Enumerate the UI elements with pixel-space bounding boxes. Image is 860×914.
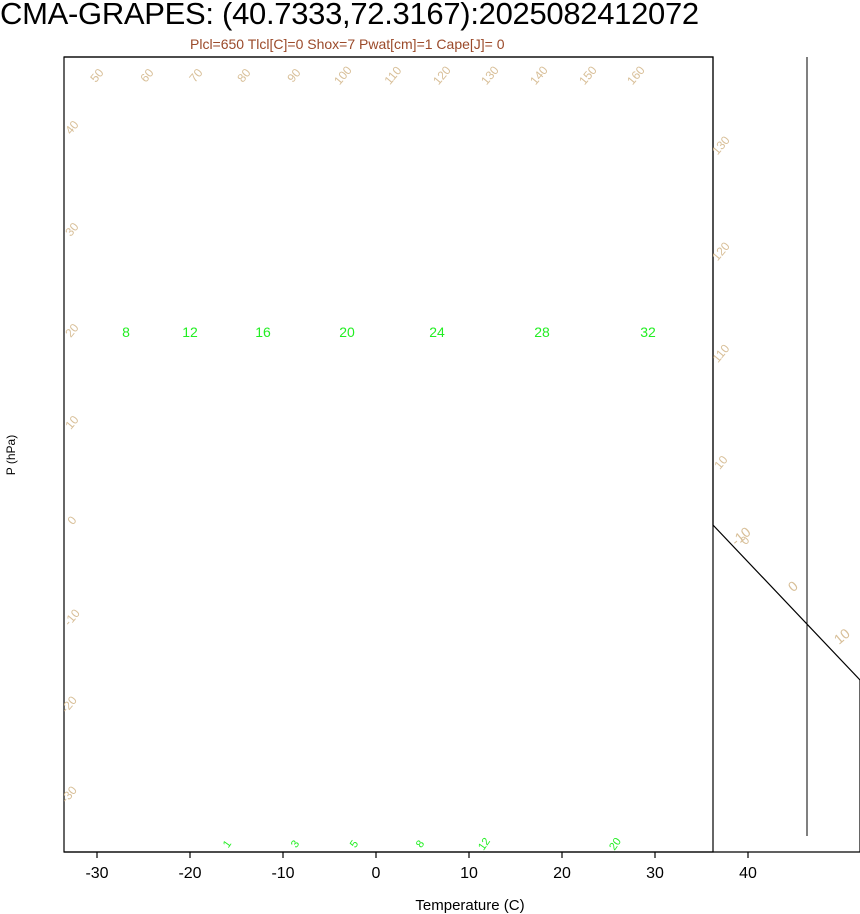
x-tick-label: -20 xyxy=(178,865,201,882)
dry-adiabat-label: 80 xyxy=(234,66,254,85)
x-tick-label: -30 xyxy=(85,865,108,882)
moist-adiabat-label: 16 xyxy=(255,324,271,340)
x-tick-label: 40 xyxy=(739,865,757,882)
x-tick-label: 0 xyxy=(372,865,381,882)
x-axis: -30 -20 -10 0 10 20 30 40 Temperature (C) xyxy=(85,852,757,914)
dry-adiabat-label: 90 xyxy=(284,66,304,85)
isotherm-label: 10 xyxy=(831,625,853,647)
dry-adiabat-label: 110 xyxy=(381,63,404,87)
dry-adiabat-label: 0 xyxy=(64,513,79,527)
mixing-ratio-label: 1 xyxy=(221,838,234,850)
x-tick-label: 20 xyxy=(553,865,571,882)
plot-frame xyxy=(63,56,714,853)
moist-adiabat-label: 8 xyxy=(122,324,130,340)
y-axis: 1001684615014352200124882501098230097064… xyxy=(4,435,18,475)
mixing-ratio-labels: 1 3 5 8 12 20 xyxy=(221,836,624,853)
x-tick-label: -10 xyxy=(271,865,294,882)
mixing-ratio-label: 8 xyxy=(414,838,427,850)
x-tick-label: 30 xyxy=(646,865,664,882)
x-tick-label: 10 xyxy=(460,865,478,882)
dry-adiabat-label: 10 xyxy=(711,453,731,472)
y-axis-title: P (hPa) xyxy=(4,435,18,475)
mixing-ratio-label: 5 xyxy=(348,838,361,850)
wind-barbs xyxy=(806,57,808,836)
moist-adiabat-label: 12 xyxy=(182,324,198,340)
mixing-ratio-label: 20 xyxy=(607,836,624,853)
chart-title: CMA-GRAPES: (40.7333,72.3167):2025082412… xyxy=(0,0,699,31)
moist-adiabat-label: 20 xyxy=(339,324,355,340)
plot-border xyxy=(64,56,860,681)
dry-adiabat-label: 50 xyxy=(87,66,107,85)
dry-adiabat-label: 60 xyxy=(137,66,157,85)
moist-adiabat-label: 32 xyxy=(640,324,656,340)
moist-adiabat-label: 24 xyxy=(429,324,445,340)
dry-adiabat-label: 100 xyxy=(331,63,355,88)
chart-subtitle: Plcl=650 Tlcl[C]=0 Shox=7 Pwat[cm]=1 Cap… xyxy=(190,36,505,52)
dry-adiabat-label: 70 xyxy=(186,66,206,85)
dry-adiabat-label: -30 xyxy=(58,783,80,806)
dry-adiabat-label: 160 xyxy=(624,63,648,88)
dry-adiabat-label: 140 xyxy=(527,63,551,88)
mixing-ratio-label: 12 xyxy=(476,836,493,853)
dry-adiabat-label: 10 xyxy=(62,413,82,432)
dry-adiabat-labels: 50 60 70 80 90 100 110 120 130 140 150 160130120110… xyxy=(58,63,753,806)
dry-adiabat-label: -20 xyxy=(58,693,80,716)
dry-adiabat-label: 40 xyxy=(62,118,82,137)
dry-adiabat-label: 30 xyxy=(62,220,82,239)
dry-adiabat-label: 120 xyxy=(430,63,454,88)
dry-adiabat-label: 150 xyxy=(576,63,600,88)
dry-adiabat-label: 20 xyxy=(62,321,82,340)
mixing-ratio-label: 3 xyxy=(289,838,302,850)
x-axis-title: Temperature (C) xyxy=(415,897,524,914)
moist-adiabat-labels: 8 12 16 20 24 28 32 xyxy=(122,324,656,340)
moist-adiabat-label: 28 xyxy=(534,324,550,340)
dry-adiabat-label: 130 xyxy=(478,63,502,88)
isotherm-label: 0 xyxy=(785,577,801,594)
